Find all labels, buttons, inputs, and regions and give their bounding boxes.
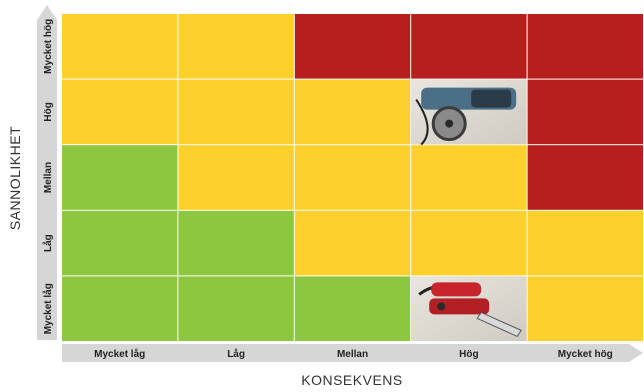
y-tick-mycket-hög: Mycket hög bbox=[43, 19, 54, 74]
y-tick-låg: Låg bbox=[42, 234, 54, 252]
angle-grinder-photo bbox=[411, 79, 527, 146]
matrix-cells bbox=[62, 14, 643, 341]
cell-låg-låg bbox=[178, 210, 294, 276]
reciprocating-saw-photo bbox=[411, 276, 527, 341]
cell-hög-mycket-hög bbox=[527, 79, 643, 145]
x-axis-arrow bbox=[62, 344, 643, 362]
x-tick-mycket-låg: Mycket låg bbox=[94, 348, 145, 360]
x-tick-mellan: Mellan bbox=[337, 349, 368, 360]
x-tick-labels: Mycket låg Låg Mellan Hög Mycket hög bbox=[94, 348, 613, 360]
cell-mycket-hög-låg bbox=[178, 14, 294, 79]
cell-låg-mycket-hög bbox=[527, 210, 643, 276]
cell-mellan-mellan bbox=[294, 145, 411, 210]
cell-mellan-låg bbox=[178, 145, 294, 210]
cell-mycket-hög-mellan bbox=[294, 14, 411, 79]
y-axis-title: SANNOLIKHET bbox=[7, 126, 23, 230]
cell-mycket-hög-hög bbox=[411, 14, 527, 79]
x-tick-hög: Hög bbox=[459, 349, 478, 360]
cell-hög-låg bbox=[178, 79, 294, 145]
matrix-photos bbox=[411, 79, 527, 341]
cell-mycket-hög-mycket-låg bbox=[62, 14, 178, 79]
x-tick-mycket-hög: Mycket hög bbox=[558, 349, 613, 360]
cell-mycket-låg-mycket-låg bbox=[62, 276, 178, 341]
cell-mellan-hög bbox=[411, 145, 527, 210]
y-tick-mellan: Mellan bbox=[43, 162, 54, 193]
y-axis-arrow bbox=[37, 5, 57, 340]
cell-mellan-mycket-hög bbox=[527, 145, 643, 210]
cell-mycket-låg-mellan bbox=[294, 276, 411, 341]
cell-låg-mycket-låg bbox=[62, 210, 178, 276]
x-axis-title: KONSEKVENS bbox=[301, 372, 402, 388]
x-tick-låg: Låg bbox=[227, 348, 245, 360]
y-tick-mycket-låg: Mycket låg bbox=[42, 283, 54, 334]
cell-mycket-låg-låg bbox=[178, 276, 294, 341]
y-tick-hög: Hög bbox=[43, 102, 54, 121]
cell-hög-mycket-låg bbox=[62, 79, 178, 145]
cell-låg-hög bbox=[411, 210, 527, 276]
y-tick-labels: Mycket låg Låg Mellan Hög Mycket hög bbox=[42, 19, 54, 334]
cell-mellan-mycket-låg bbox=[62, 145, 178, 210]
cell-hög-mellan bbox=[294, 79, 411, 145]
cell-låg-mellan bbox=[294, 210, 411, 276]
cell-mycket-låg-mycket-hög bbox=[527, 276, 643, 341]
cell-mycket-hög-mycket-hög bbox=[527, 14, 643, 79]
